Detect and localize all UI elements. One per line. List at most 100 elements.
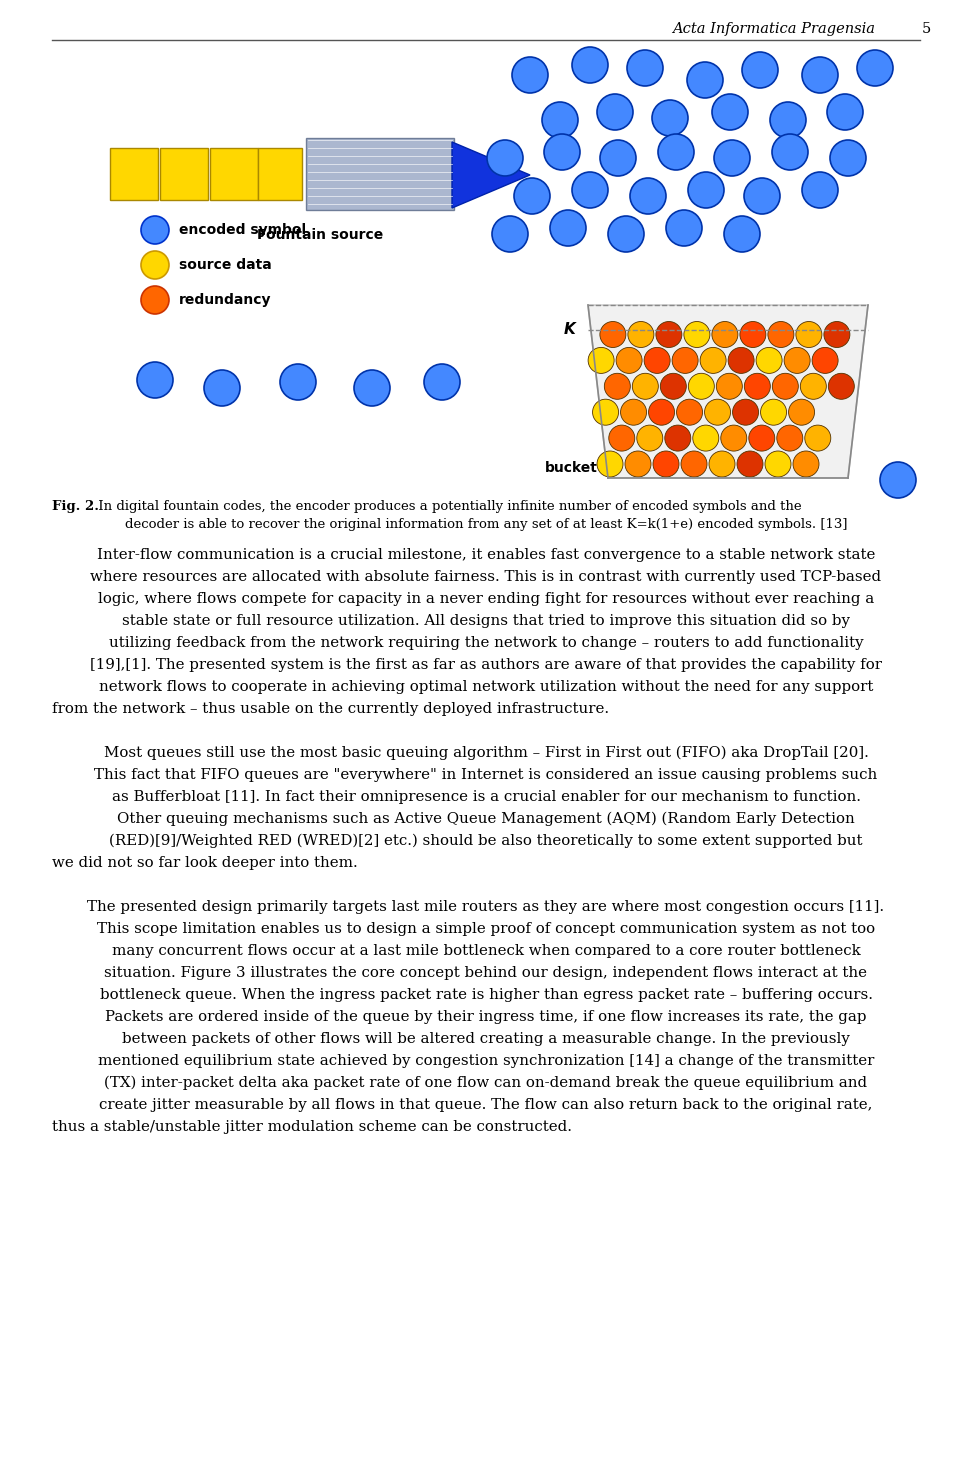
Text: encoded symbol: encoded symbol: [179, 222, 306, 237]
Circle shape: [141, 252, 169, 280]
Circle shape: [354, 369, 390, 406]
Circle shape: [544, 134, 580, 169]
Circle shape: [666, 210, 702, 246]
Circle shape: [653, 450, 679, 477]
Circle shape: [773, 374, 799, 399]
Text: Packets are ordered inside of the queue by their ingress time, if one flow incre: Packets are ordered inside of the queue …: [106, 1010, 867, 1025]
Circle shape: [768, 321, 794, 347]
Circle shape: [756, 347, 782, 374]
Text: Inter-flow communication is a crucial milestone, it enables fast convergence to : Inter-flow communication is a crucial mi…: [97, 548, 876, 562]
Circle shape: [744, 178, 780, 213]
Text: [19],[1]. The presented system is the first as far as authors are aware of that : [19],[1]. The presented system is the fi…: [90, 658, 882, 673]
Circle shape: [608, 216, 644, 252]
Circle shape: [880, 462, 916, 498]
Circle shape: [772, 134, 808, 169]
Circle shape: [424, 364, 460, 400]
Text: redundancy: redundancy: [179, 293, 272, 308]
Circle shape: [784, 347, 810, 374]
Text: decoder is able to recover the original information from any set of at least K=k: decoder is able to recover the original …: [125, 518, 848, 531]
Circle shape: [658, 134, 694, 169]
Circle shape: [793, 450, 819, 477]
Circle shape: [830, 140, 866, 177]
Circle shape: [770, 102, 806, 138]
Circle shape: [693, 425, 719, 450]
Text: (TX) inter-packet delta aka packet rate of one flow can on-demand break the queu: (TX) inter-packet delta aka packet rate …: [105, 1076, 868, 1091]
Circle shape: [636, 425, 662, 450]
Text: between packets of other flows will be altered creating a measurable change. In : between packets of other flows will be a…: [122, 1032, 850, 1047]
Circle shape: [514, 178, 550, 213]
Text: Other queuing mechanisms such as Active Queue Management (AQM) (Random Early Det: Other queuing mechanisms such as Active …: [117, 813, 854, 826]
Text: 5: 5: [922, 22, 931, 35]
Circle shape: [724, 216, 760, 252]
Bar: [160, 149, 208, 200]
Circle shape: [605, 374, 631, 399]
Text: many concurrent flows occur at a last mile bottleneck when compared to a core ro: many concurrent flows occur at a last mi…: [111, 944, 860, 958]
Circle shape: [700, 347, 726, 374]
Text: from the network – thus usable on the currently deployed infrastructure.: from the network – thus usable on the cu…: [52, 702, 610, 715]
Text: This fact that FIFO queues are "everywhere" in Internet is considered an issue c: This fact that FIFO queues are "everywhe…: [94, 768, 877, 782]
Polygon shape: [588, 305, 868, 478]
Circle shape: [804, 425, 830, 450]
Circle shape: [487, 140, 523, 177]
Text: where resources are allocated with absolute fairness. This is in contrast with c: where resources are allocated with absol…: [90, 570, 881, 584]
Circle shape: [732, 399, 758, 425]
Circle shape: [628, 321, 654, 347]
Circle shape: [677, 399, 703, 425]
Circle shape: [716, 374, 742, 399]
Text: mentioned equilibrium state achieved by congestion synchronization [14] a change: mentioned equilibrium state achieved by …: [98, 1054, 875, 1069]
Circle shape: [600, 321, 626, 347]
Text: network flows to cooperate in achieving optimal network utilization without the : network flows to cooperate in achieving …: [99, 680, 874, 693]
Bar: [210, 149, 258, 200]
Circle shape: [827, 94, 863, 130]
Text: Most queues still use the most basic queuing algorithm – First in First out (FIF: Most queues still use the most basic que…: [104, 746, 869, 761]
Circle shape: [660, 374, 686, 399]
Text: as Bufferbloat [11]. In fact their omnipresence is a crucial enabler for our mec: as Bufferbloat [11]. In fact their omnip…: [111, 790, 860, 804]
Circle shape: [788, 399, 814, 425]
Circle shape: [597, 94, 633, 130]
Circle shape: [712, 321, 738, 347]
Circle shape: [765, 450, 791, 477]
Circle shape: [633, 374, 659, 399]
Circle shape: [812, 347, 838, 374]
Circle shape: [684, 321, 709, 347]
Circle shape: [705, 399, 731, 425]
Circle shape: [709, 450, 735, 477]
Text: This scope limitation enables us to design a simple proof of concept communicati: This scope limitation enables us to desi…: [97, 921, 876, 936]
Text: The presented design primarily targets last mile routers as they are where most : The presented design primarily targets l…: [87, 899, 884, 914]
Circle shape: [712, 94, 748, 130]
Circle shape: [687, 62, 723, 99]
Text: thus a stable/unstable jitter modulation scheme can be constructed.: thus a stable/unstable jitter modulation…: [52, 1120, 572, 1133]
Circle shape: [857, 50, 893, 85]
Circle shape: [742, 52, 778, 88]
Circle shape: [828, 374, 854, 399]
Circle shape: [620, 399, 646, 425]
Text: In digital fountain codes, the encoder produces a potentially infinite number of: In digital fountain codes, the encoder p…: [94, 500, 802, 514]
Circle shape: [802, 172, 838, 208]
Text: stable state or full resource utilization. All designs that tried to improve thi: stable state or full resource utilizatio…: [122, 614, 850, 629]
Circle shape: [141, 286, 169, 314]
Circle shape: [656, 321, 682, 347]
Circle shape: [760, 399, 786, 425]
Circle shape: [688, 172, 724, 208]
Circle shape: [744, 374, 770, 399]
FancyBboxPatch shape: [306, 138, 454, 210]
Text: source data: source data: [179, 258, 272, 272]
Circle shape: [625, 450, 651, 477]
Circle shape: [616, 347, 642, 374]
Text: Acta Informatica Pragensia: Acta Informatica Pragensia: [672, 22, 875, 35]
Circle shape: [688, 374, 714, 399]
Circle shape: [600, 140, 636, 177]
Circle shape: [796, 321, 822, 347]
Circle shape: [550, 210, 586, 246]
Circle shape: [664, 425, 691, 450]
Circle shape: [777, 425, 803, 450]
Text: situation. Figure 3 illustrates the core concept behind our design, independent : situation. Figure 3 illustrates the core…: [105, 966, 868, 980]
Circle shape: [512, 57, 548, 93]
Circle shape: [649, 399, 675, 425]
Circle shape: [609, 425, 635, 450]
Circle shape: [141, 216, 169, 244]
Circle shape: [714, 140, 750, 177]
Circle shape: [204, 369, 240, 406]
Text: create jitter measurable by all flows in that queue. The flow can also return ba: create jitter measurable by all flows in…: [99, 1098, 873, 1111]
Text: Fig. 2.: Fig. 2.: [52, 500, 99, 514]
